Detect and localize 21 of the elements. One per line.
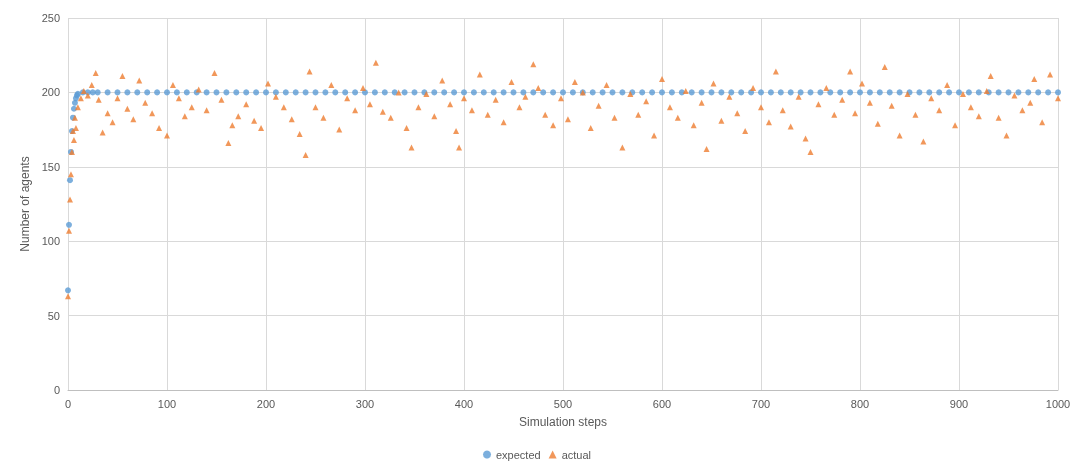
x-tick-label: 1000 [1045, 397, 1071, 410]
x-tick-label: 100 [157, 397, 177, 410]
x-tick-label: 400 [454, 397, 474, 410]
x-tick-label: 300 [355, 397, 375, 410]
x-tick-label: 600 [652, 397, 672, 410]
legend-label: actual [561, 448, 592, 461]
x-axis-title: Simulation steps [518, 415, 608, 429]
x-tick-label: 900 [949, 397, 969, 410]
x-tick-label: 700 [751, 397, 771, 410]
y-tick-label: 100 [41, 235, 60, 248]
y-tick-label: 150 [41, 160, 60, 173]
x-tick-label: 500 [553, 397, 573, 410]
x-tick-label: 800 [850, 397, 870, 410]
x-tick-label: 200 [256, 397, 276, 410]
y-tick-label: 200 [41, 86, 60, 99]
y-tick-label: 250 [41, 12, 60, 24]
y-tick-label: 50 [47, 309, 60, 322]
x-tick-label: 0 [64, 397, 72, 410]
y-tick-label: 0 [53, 384, 60, 396]
legend-label: expected [496, 448, 541, 461]
y-axis-title: Number of agents [17, 156, 32, 252]
